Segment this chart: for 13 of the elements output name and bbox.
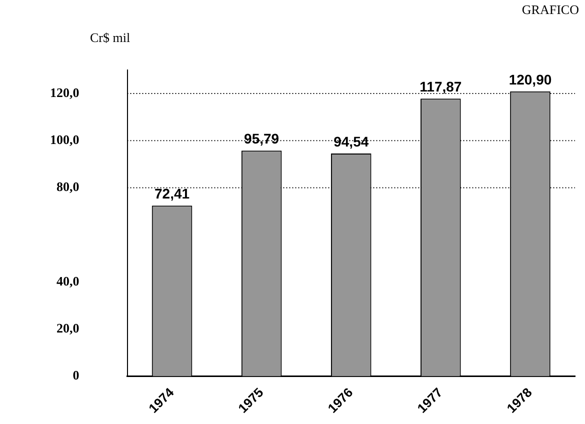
data-label: 94,54 bbox=[334, 133, 369, 150]
data-label: 72,41 bbox=[154, 186, 190, 202]
y-tick-label: 80,0 bbox=[56, 179, 80, 194]
y-tick-label: 100,0 bbox=[50, 132, 80, 148]
y-tick-label: 20,0 bbox=[56, 320, 80, 336]
y-tick-label: 40,0 bbox=[56, 273, 80, 288]
y-axis-title: Cr$ mil bbox=[90, 30, 130, 46]
y-tick-label: 0 bbox=[72, 368, 80, 383]
data-label: 117,87 bbox=[420, 78, 462, 94]
data-label: 120,90 bbox=[508, 71, 552, 88]
chart-title: GRAFICO bbox=[522, 2, 579, 18]
y-tick-label: 120,0 bbox=[50, 84, 80, 100]
data-label: 95,79 bbox=[244, 130, 280, 146]
